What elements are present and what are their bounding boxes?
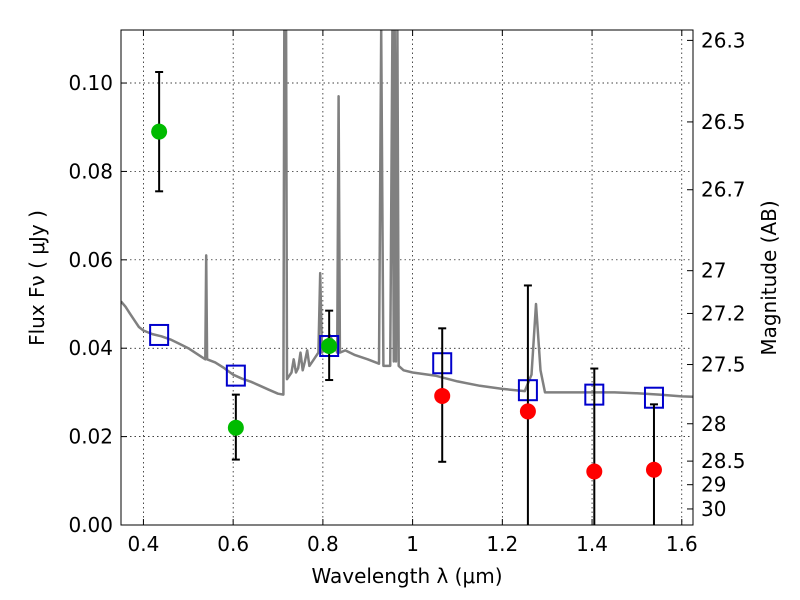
- x-tick-label: 1.2: [486, 532, 518, 556]
- x-axis-label: Wavelength λ (μm): [311, 564, 502, 588]
- x-tick-label: 1: [406, 532, 419, 556]
- right-tick-label: 30: [701, 497, 726, 521]
- y-axis-label: Flux Fν ( μJy ): [25, 210, 49, 346]
- y-tick-label: 0.02: [68, 425, 113, 449]
- y-tick-label: 0.00: [68, 513, 113, 537]
- x-tick-label: 0.6: [217, 532, 249, 556]
- detection-point: [151, 123, 168, 140]
- model-photometry-square: [225, 364, 246, 387]
- x-tick-label: 0.8: [307, 532, 339, 556]
- right-tick-label: 26.7: [701, 178, 746, 202]
- right-tick-label: 27.2: [701, 301, 746, 325]
- plot-frame: [120, 29, 694, 526]
- model-photometry-square: [149, 323, 170, 346]
- detection-point: [321, 338, 338, 355]
- right-tick-label: 26.3: [701, 28, 746, 52]
- model-spectrum-line: [121, 30, 693, 399]
- y-tick-label: 0.08: [68, 159, 113, 183]
- y-tick-label: 0.10: [68, 71, 113, 95]
- upper-limit-point: [434, 387, 451, 404]
- right-tick-label: 28: [701, 412, 726, 436]
- x-tick-label: 1.4: [576, 532, 608, 556]
- right-tick-label: 27: [701, 259, 726, 283]
- upper-limit-point: [586, 463, 603, 480]
- y-tick-label: 0.06: [68, 248, 113, 272]
- x-tick-label: 0.4: [128, 532, 160, 556]
- right-tick-label: 27.5: [701, 353, 746, 377]
- right-axis-label: Magnitude (AB): [757, 200, 781, 355]
- detection-point: [227, 419, 244, 436]
- right-tick-label: 29: [701, 473, 726, 497]
- y-tick-label: 0.04: [68, 336, 113, 360]
- grid-lines: [121, 30, 693, 525]
- right-tick-label: 26.5: [701, 110, 746, 134]
- plot-area: [121, 30, 693, 525]
- x-tick-label: 1.6: [666, 532, 698, 556]
- axis-ticks: 0.4 0.6 0.8 1 1.2 1.4 1.6 0.00 0.02 0.04 0.06 0.08 0…: [68, 28, 745, 556]
- right-tick-label: 28.5: [701, 449, 746, 473]
- upper-limit-point: [519, 403, 536, 420]
- upper-limit-point: [645, 461, 662, 478]
